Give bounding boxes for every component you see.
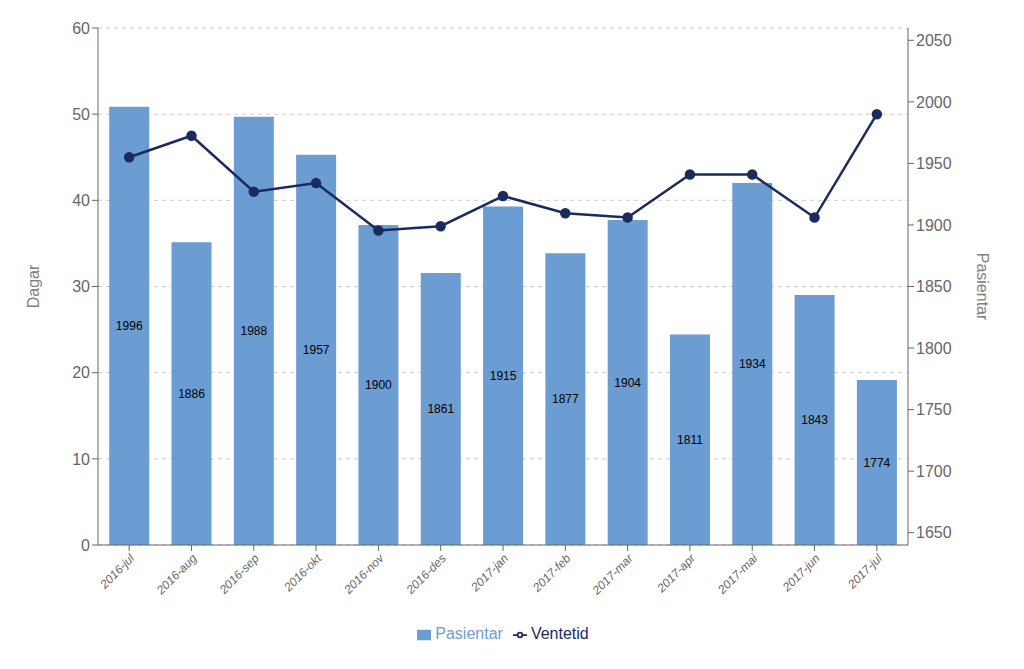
svg-text:1957: 1957 xyxy=(303,343,330,357)
svg-text:2017-jan: 2017-jan xyxy=(468,551,512,595)
svg-text:1843: 1843 xyxy=(801,413,828,427)
svg-text:Dagar: Dagar xyxy=(25,264,42,308)
svg-text:1904: 1904 xyxy=(614,376,641,390)
svg-text:1988: 1988 xyxy=(240,324,267,338)
svg-text:60: 60 xyxy=(72,20,90,37)
svg-text:1886: 1886 xyxy=(178,387,205,401)
html-text:Ventetid: Ventetid xyxy=(530,625,589,642)
svg-text:1950: 1950 xyxy=(916,155,952,172)
svg-text:1650: 1650 xyxy=(916,524,952,541)
svg-text:1996: 1996 xyxy=(116,319,143,333)
svg-text:1700: 1700 xyxy=(916,463,952,480)
svg-text:Pasientar: Pasientar xyxy=(974,253,991,321)
svg-text:1900: 1900 xyxy=(365,378,392,392)
svg-text:1934: 1934 xyxy=(739,357,766,371)
svg-text:2016-des: 2016-des xyxy=(403,551,449,597)
svg-text:0: 0 xyxy=(81,537,90,554)
svg-text:1850: 1850 xyxy=(916,278,952,295)
svg-text:2017-feb: 2017-feb xyxy=(529,551,573,595)
svg-text:2017-jul: 2017-jul xyxy=(844,551,885,592)
svg-text:1900: 1900 xyxy=(916,217,952,234)
svg-text:2016-jul: 2016-jul xyxy=(96,551,137,592)
svg-text:1750: 1750 xyxy=(916,401,952,418)
svg-text:40: 40 xyxy=(72,192,90,209)
svg-text:20: 20 xyxy=(72,364,90,381)
svg-text:2017-mai: 2017-mai xyxy=(714,551,760,597)
svg-text:2017-mar: 2017-mar xyxy=(589,551,637,599)
svg-text:1800: 1800 xyxy=(916,340,952,357)
svg-text:2050: 2050 xyxy=(916,32,952,49)
html-text:Pasientar: Pasientar xyxy=(435,625,503,642)
svg-text:2016-nov: 2016-nov xyxy=(341,551,388,598)
svg-text:1877: 1877 xyxy=(552,392,579,406)
svg-text:1774: 1774 xyxy=(864,456,891,470)
svg-text:10: 10 xyxy=(72,451,90,468)
svg-text:2016-okt: 2016-okt xyxy=(281,551,325,595)
svg-text:1915: 1915 xyxy=(490,369,517,383)
svg-text:1861: 1861 xyxy=(427,402,454,416)
svg-text:2000: 2000 xyxy=(916,94,952,111)
svg-text:30: 30 xyxy=(72,278,90,295)
svg-text:50: 50 xyxy=(72,106,90,123)
svg-text:2017-jun: 2017-jun xyxy=(779,551,823,595)
svg-text:2016-sep: 2016-sep xyxy=(216,551,262,597)
svg-text:1811: 1811 xyxy=(677,433,703,447)
svg-text:2016-aug: 2016-aug xyxy=(153,551,200,598)
svg-text:2017-apr: 2017-apr xyxy=(653,551,698,596)
